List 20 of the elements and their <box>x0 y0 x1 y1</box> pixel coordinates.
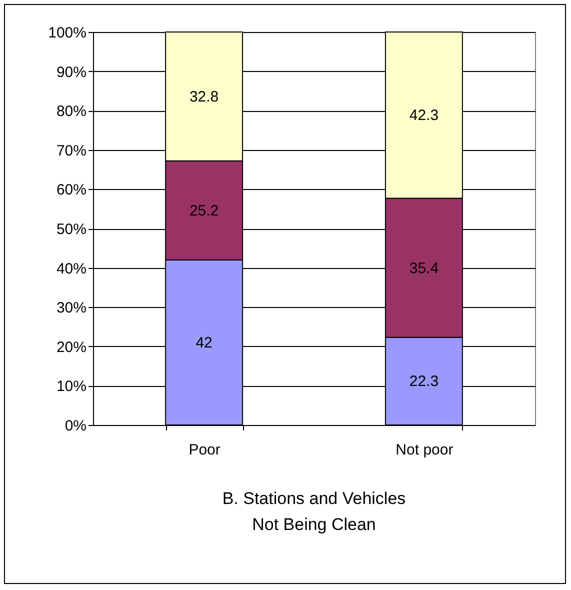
data-label: 42.3 <box>409 107 439 124</box>
x-tick-label: Not poor <box>396 442 454 458</box>
y-tick-label: 10% <box>56 378 86 396</box>
y-tick-label: 90% <box>56 64 86 81</box>
data-label: 32.8 <box>189 88 219 106</box>
data-label: 25.2 <box>189 202 219 220</box>
y-tick-label: 40% <box>56 260 86 278</box>
data-label: 35.4 <box>409 260 439 277</box>
y-tick-label: 50% <box>56 221 86 238</box>
y-tick-label: 70% <box>56 142 86 160</box>
y-tick-label: 0% <box>64 418 86 434</box>
y-tick-label: 30% <box>56 300 86 317</box>
y-tick-label: 60% <box>56 182 86 199</box>
x-tick-label: Poor <box>188 442 220 458</box>
text: B. Stations and Vehicles Not Being Clean <box>222 489 406 534</box>
y-tick-label: 100% <box>48 24 86 42</box>
data-label: 42 <box>196 334 212 352</box>
data-label: 22.3 <box>409 373 439 390</box>
y-tick-label: 20% <box>56 338 86 356</box>
y-tick-label: 80% <box>56 103 86 120</box>
